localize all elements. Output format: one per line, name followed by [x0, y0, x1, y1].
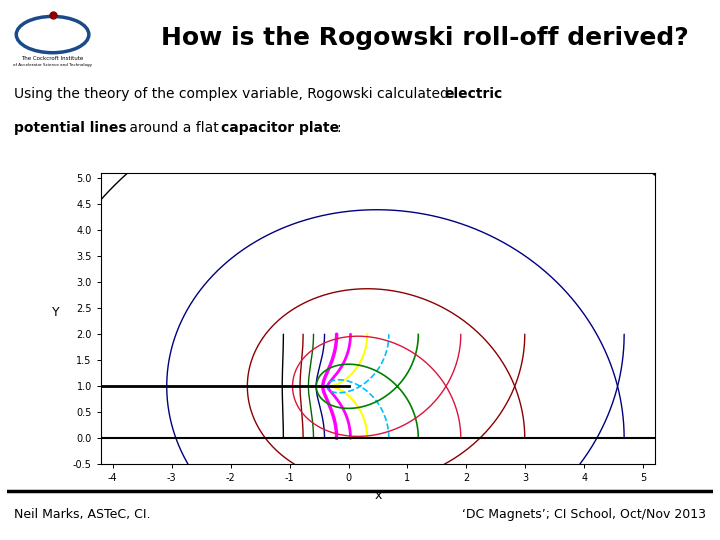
Text: ‘DC Magnets’; CI School, Oct/Nov 2013: ‘DC Magnets’; CI School, Oct/Nov 2013: [462, 508, 706, 521]
Text: How is the Rogowski roll-off derived?: How is the Rogowski roll-off derived?: [161, 26, 688, 50]
Text: of Accelerator Science and Technology: of Accelerator Science and Technology: [13, 63, 92, 67]
Text: capacitor plate: capacitor plate: [221, 120, 339, 134]
Text: around a flat: around a flat: [125, 120, 222, 134]
Text: potential lines: potential lines: [14, 120, 127, 134]
Text: The Cockcroft Institute: The Cockcroft Institute: [22, 56, 84, 61]
X-axis label: x: x: [374, 489, 382, 502]
Y-axis label: Y: Y: [53, 306, 60, 319]
Text: electric: electric: [445, 87, 503, 101]
Text: Using the theory of the complex variable, Rogowski calculated: Using the theory of the complex variable…: [14, 87, 454, 101]
Text: Neil Marks, ASTeC, CI.: Neil Marks, ASTeC, CI.: [14, 508, 150, 521]
Text: :: :: [336, 120, 341, 134]
